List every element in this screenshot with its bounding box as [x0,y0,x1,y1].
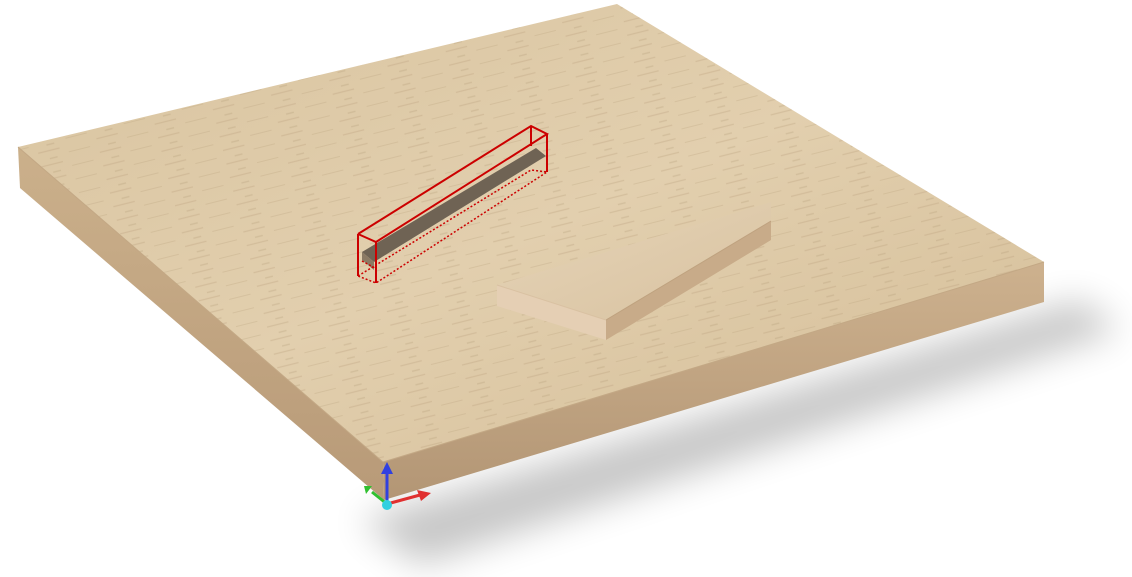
angled-piece-top-face[interactable] [497,202,771,320]
bbox-bottom-front [361,260,376,269]
slot-recess[interactable] [362,148,546,262]
axis-x-arrow-icon[interactable] [417,490,431,501]
slot-wall [362,252,374,270]
angled-piece-edge-left [496,284,607,321]
bbox-bottom [357,169,550,284]
base-board-edge-left [17,146,384,463]
selection-bounding-box [357,124,550,284]
base-board-grain [18,4,1044,462]
axis-z-arrow-icon[interactable] [381,462,393,474]
angled-piece[interactable] [496,202,772,340]
board-shadow [360,300,1120,565]
axis-gizmo[interactable] [364,462,431,510]
axis-origin-icon[interactable] [382,500,392,510]
base-board-front-face[interactable] [18,147,384,500]
axis-x-line [386,493,421,506]
slot-cut[interactable] [362,148,546,270]
angled-piece-left-face[interactable] [497,285,606,340]
angled-piece-right-face[interactable] [606,221,771,340]
base-board-right-face[interactable] [383,262,1044,500]
axis-y-arrow-icon[interactable] [364,486,372,494]
base-board[interactable] [17,4,1045,500]
base-board-edge [382,261,1045,463]
angled-piece-edge [605,220,772,321]
